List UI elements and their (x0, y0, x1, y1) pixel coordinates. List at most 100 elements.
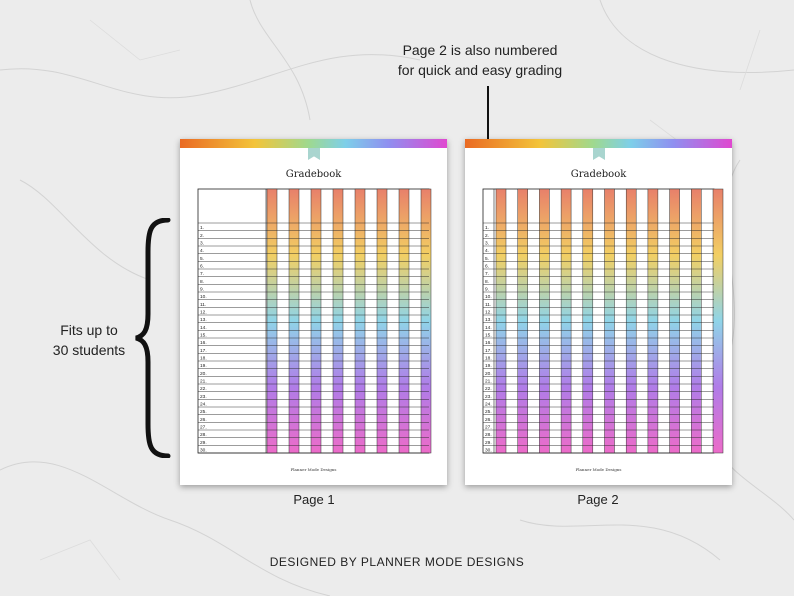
grade-column-stripe (625, 188, 637, 454)
row-number: 18. (200, 356, 207, 362)
row-number: 16. (200, 340, 207, 346)
row-number: 26. (485, 417, 492, 423)
page-footer: Planner Mode Designs (575, 467, 622, 472)
page-footer: Planner Mode Designs (290, 467, 337, 472)
row-number: 15. (485, 333, 492, 339)
grade-column-stripe (669, 188, 680, 454)
row-number: 8. (200, 279, 204, 285)
row-number: 21. (485, 379, 492, 385)
row-number: 29. (485, 440, 492, 446)
row-number: 26. (200, 417, 207, 423)
grade-column-stripe (539, 188, 550, 454)
row-number: 2. (200, 233, 204, 239)
row-number: 23. (200, 394, 207, 400)
row-number: 29. (200, 440, 207, 446)
capacity-line-1: Fits up to (60, 322, 118, 338)
callout-line-1: Page 2 is also numbered (402, 42, 558, 58)
designer-credit: DESIGNED BY PLANNER MODE DESIGNS (269, 555, 525, 569)
row-number: 20. (485, 371, 492, 377)
grade-column-stripe (560, 188, 572, 454)
grade-column-stripe (495, 188, 507, 454)
gradebook-page-2: Gradebook 1. 2. 3. 4. 5. 6. 7. 8. 9. 10. 11. 12. 13.… (465, 139, 732, 485)
row-number: 18. (485, 356, 492, 362)
page2-callout: Page 2 is also numbered for quick and ea… (380, 40, 580, 80)
row-number: 22. (200, 386, 207, 392)
bookmark-ribbon-icon (308, 148, 320, 160)
row-number: 6. (200, 264, 204, 270)
row-number: 25. (200, 409, 207, 415)
row-number: 13. (200, 317, 207, 323)
row-number: 19. (200, 363, 207, 369)
capacity-note: Fits up to 30 students (46, 320, 132, 360)
grade-column-stripe (420, 188, 432, 454)
row-number: 30. (200, 448, 207, 454)
grade-column-stripe (647, 188, 659, 454)
row-number: 30. (485, 448, 492, 454)
row-number: 7. (485, 271, 489, 277)
grade-column-stripe (376, 188, 388, 454)
row-number: 20. (200, 371, 207, 377)
grade-column-stripe (604, 188, 615, 454)
row-number: 17. (200, 348, 207, 354)
row-number: 15. (200, 333, 207, 339)
row-number: 13. (485, 317, 492, 323)
row-number: 21. (200, 379, 207, 385)
row-number: 9. (200, 287, 204, 293)
callout-line-2: for quick and easy grading (397, 62, 563, 78)
row-number: 19. (485, 363, 492, 369)
row-number: 17. (485, 348, 492, 354)
page-title: Gradebook (285, 169, 342, 180)
page-title: Gradebook (570, 169, 627, 180)
row-number: 8. (485, 279, 489, 285)
row-number: 5. (200, 256, 204, 262)
grade-column-stripe (354, 188, 366, 454)
curly-brace-icon (135, 218, 171, 458)
row-number: 22. (485, 386, 492, 392)
row-number: 1. (200, 225, 204, 231)
gradebook-page-1: Gradebook 1. 2. 3. 4. 5. 6. 7. 8. 9. 10. 11. 12. 13.… (180, 139, 447, 485)
grade-column-stripe (712, 188, 724, 454)
row-number: 4. (200, 248, 204, 254)
row-number: 27. (485, 425, 492, 431)
grade-column-stripe (266, 188, 278, 454)
grade-column-stripe (582, 188, 594, 454)
row-number: 3. (200, 241, 204, 247)
row-number: 23. (485, 394, 492, 400)
row-number: 1. (485, 225, 489, 231)
grade-column-stripe (332, 188, 344, 454)
row-number: 16. (485, 340, 492, 346)
rainbow-header-bar (180, 139, 447, 148)
row-number: 3. (485, 241, 489, 247)
row-number: 24. (485, 402, 492, 408)
row-number: 2. (485, 233, 489, 239)
grade-column-stripe (691, 188, 702, 454)
grade-column-stripe (288, 188, 300, 454)
gradebook-grid: 1. 2. 3.4. 5. 6.7. 8. 9.10. 11. 12.13. 14. 15.16. 1… (197, 188, 432, 454)
bookmark-ribbon-icon (593, 148, 605, 160)
capacity-line-2: 30 students (52, 342, 126, 358)
row-number: 5. (485, 256, 489, 262)
row-number: 14. (200, 325, 207, 331)
row-number: 9. (485, 287, 489, 293)
row-number: 27. (200, 425, 207, 431)
row-number: 10. (200, 294, 207, 300)
gradebook-grid: 1. 2. 3.4. 5. 6.7. 8. 9.10. 11. 12.13. 14. 15.16. 1… (482, 188, 724, 454)
row-number: 7. (200, 271, 204, 277)
row-number: 6. (485, 264, 489, 270)
grade-column-stripe (310, 188, 322, 454)
row-number: 12. (200, 310, 207, 316)
rainbow-header-bar (465, 139, 732, 148)
row-number: 11. (200, 302, 206, 308)
row-number: 28. (200, 432, 207, 438)
row-number: 11. (485, 302, 491, 308)
row-number: 14. (485, 325, 492, 331)
row-number: 28. (485, 432, 492, 438)
row-number: 10. (485, 294, 492, 300)
row-number: 25. (485, 409, 492, 415)
page-1-label: Page 1 (293, 492, 335, 507)
row-number: 12. (485, 310, 492, 316)
row-number: 4. (485, 248, 489, 254)
grade-column-stripe (398, 188, 410, 454)
grade-column-stripe (517, 188, 528, 454)
row-number: 24. (200, 402, 207, 408)
